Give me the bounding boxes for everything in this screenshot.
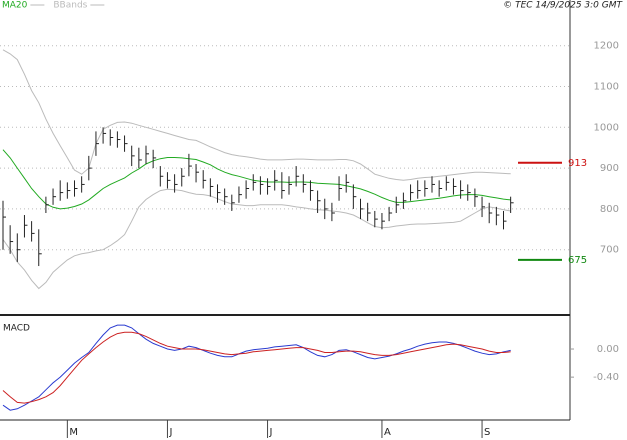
macd-title: MACD [3,324,30,334]
ma-line [2,149,511,210]
level-label: 675 [568,255,587,266]
y-tick-label: 900 [600,163,619,174]
x-tick-label: J [168,427,172,438]
y-tick-label: 1100 [594,82,619,93]
macd-line [2,331,511,404]
x-tick-label: M [69,427,78,438]
y-tick-label: -0.40 [593,372,619,383]
legend-label: BBands [53,1,87,11]
x-tick-label: A [384,427,391,438]
x-tick-label: S [484,427,490,438]
y-tick-label: 800 [600,204,619,215]
bollinger-band [2,188,511,290]
credit: © TEC 14/9/2025 3:0 GMT [503,1,623,11]
y-tick-label: 700 [600,245,619,256]
y-tick-label: 1200 [594,41,619,52]
legend-label: MA20 [2,1,28,11]
x-tick-label: J [269,427,273,438]
level-label: 913 [568,158,587,169]
macd-line [2,324,511,411]
bollinger-band [2,49,511,181]
y-tick-label: 1000 [594,122,619,133]
y-tick-label: 0.00 [597,344,619,355]
